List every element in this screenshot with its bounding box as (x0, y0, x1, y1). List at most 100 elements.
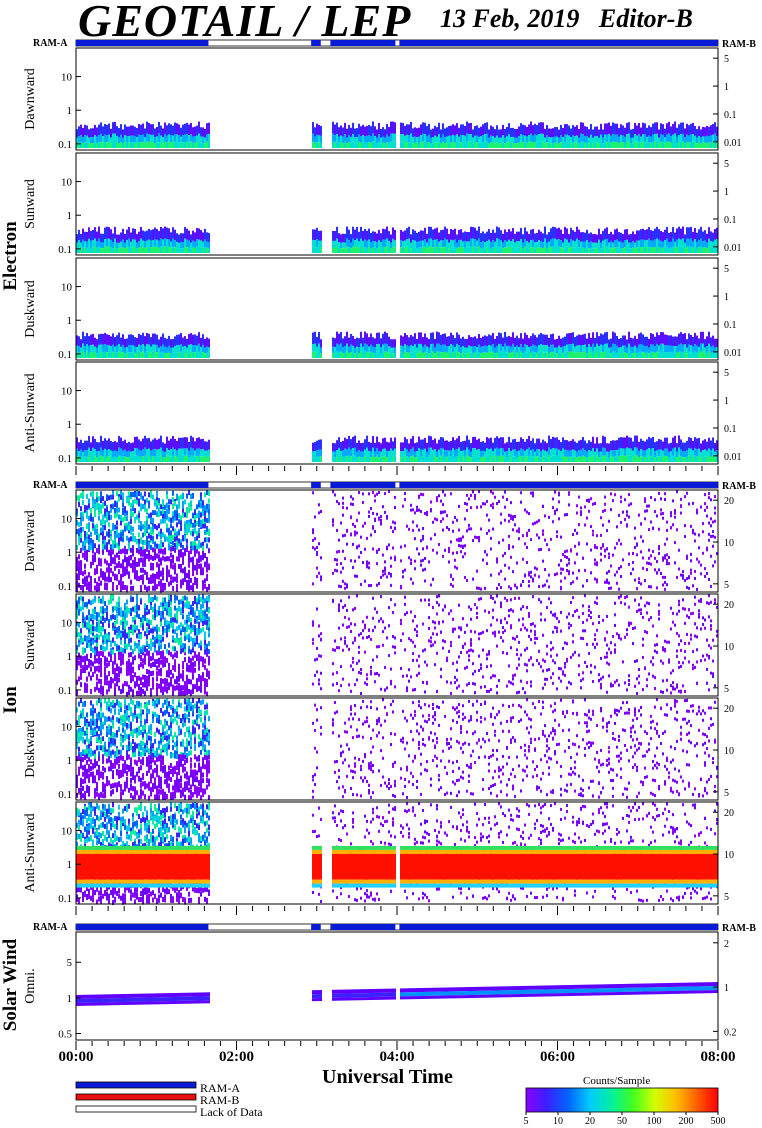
heatmap-cell (120, 535, 122, 541)
heatmap-cell (536, 520, 538, 524)
heatmap-cell (378, 123, 380, 135)
heatmap-cell (316, 141, 318, 148)
heatmap-cell (106, 531, 108, 537)
heatmap-cell (314, 240, 316, 248)
heatmap-cell (394, 448, 396, 456)
heatmap-cell (616, 239, 618, 247)
heatmap-cell (440, 511, 442, 515)
heatmap-cell (566, 563, 568, 567)
heatmap-cell (470, 346, 472, 353)
heatmap-cell (522, 456, 524, 462)
heatmap-cell (106, 560, 108, 566)
heatmap-cell (118, 143, 120, 148)
heatmap-cell (354, 559, 356, 563)
heatmap-cell (202, 523, 204, 529)
heatmap-cell (384, 448, 386, 456)
heatmap-cell (490, 345, 492, 353)
heatmap-cell (352, 141, 354, 148)
heatmap-cell (312, 491, 314, 495)
heatmap-cell (700, 137, 702, 144)
heatmap-cell (132, 536, 134, 542)
heatmap-cell (172, 447, 174, 456)
heatmap-cell (80, 142, 82, 148)
heatmap-cell (378, 548, 380, 552)
heatmap-cell (140, 546, 142, 552)
heatmap-cell (86, 582, 88, 588)
heatmap-cell (568, 351, 570, 358)
heatmap-cell (700, 143, 702, 148)
heatmap-cell (600, 134, 602, 142)
heatmap-cell (80, 560, 82, 566)
heatmap-cell (170, 247, 172, 253)
panel-electron-duskward (75, 257, 719, 361)
heatmap-cell (502, 448, 504, 456)
heatmap-cell (476, 240, 478, 248)
heatmap-cell (500, 569, 502, 573)
heatmap-cell (562, 242, 564, 249)
heatmap-cell (202, 541, 204, 547)
heatmap-cell (504, 563, 506, 567)
heatmap-cell (208, 347, 210, 354)
heatmap-cell (140, 506, 142, 512)
heatmap-cell (82, 331, 84, 344)
heatmap-cell (500, 143, 502, 148)
heatmap-cell (150, 565, 152, 571)
heatmap-cell (394, 555, 396, 559)
heatmap-cell (542, 242, 544, 249)
heatmap-cell (586, 142, 588, 148)
heatmap-cell (616, 456, 618, 462)
heatmap-cell (544, 514, 546, 518)
heatmap-cell (618, 241, 620, 248)
heatmap-cell (196, 135, 198, 143)
heatmap-cell (684, 143, 686, 148)
heatmap-cell (484, 586, 486, 590)
heatmap-cell (590, 450, 592, 457)
heatmap-cell (574, 352, 576, 358)
heatmap-cell (496, 560, 498, 564)
heatmap-cell (588, 344, 590, 352)
heatmap-cell (158, 240, 160, 248)
heatmap-cell (674, 346, 676, 353)
heatmap-cell (174, 515, 176, 521)
heatmap-cell (110, 544, 112, 550)
heatmap-cell (538, 134, 540, 142)
heatmap-cell (142, 495, 144, 501)
heatmap-cell (180, 525, 182, 531)
heatmap-cell (464, 338, 466, 348)
heatmap-cell (200, 563, 202, 569)
heatmap-cell (186, 347, 188, 354)
heatmap-cell (206, 529, 208, 535)
heatmap-cell (404, 497, 406, 501)
heatmap-cell (106, 246, 108, 253)
heatmap-cell (348, 447, 350, 456)
heatmap-cell (124, 338, 126, 348)
heatmap-cell (174, 456, 176, 462)
heatmap-cell (646, 229, 648, 240)
heatmap-cell (350, 516, 352, 520)
heatmap-cell (314, 351, 316, 358)
heatmap-cell (352, 226, 354, 239)
heatmap-cell (82, 526, 84, 532)
heatmap-cell (488, 529, 490, 533)
heatmap-cell (510, 337, 512, 347)
heatmap-cell (76, 352, 78, 358)
heatmap-cell (708, 343, 710, 352)
heatmap-cell (144, 540, 146, 546)
heatmap-cell (654, 141, 656, 148)
heatmap-cell (90, 537, 92, 543)
heatmap-cell (112, 242, 114, 249)
heatmap-cell (96, 142, 98, 148)
heatmap-cell (410, 508, 412, 512)
heatmap-cell (578, 495, 580, 499)
heatmap-cell (380, 443, 382, 452)
heatmap-cell (476, 353, 478, 358)
heatmap-cell (530, 247, 532, 253)
heatmap-cell (586, 579, 588, 583)
heatmap-cell (92, 128, 94, 138)
heatmap-cell (134, 436, 136, 449)
heatmap-cell (128, 441, 130, 451)
heatmap-cell (544, 246, 546, 253)
heatmap-cell (610, 338, 612, 348)
heatmap-cell (144, 241, 146, 248)
heatmap-cell (142, 344, 144, 352)
